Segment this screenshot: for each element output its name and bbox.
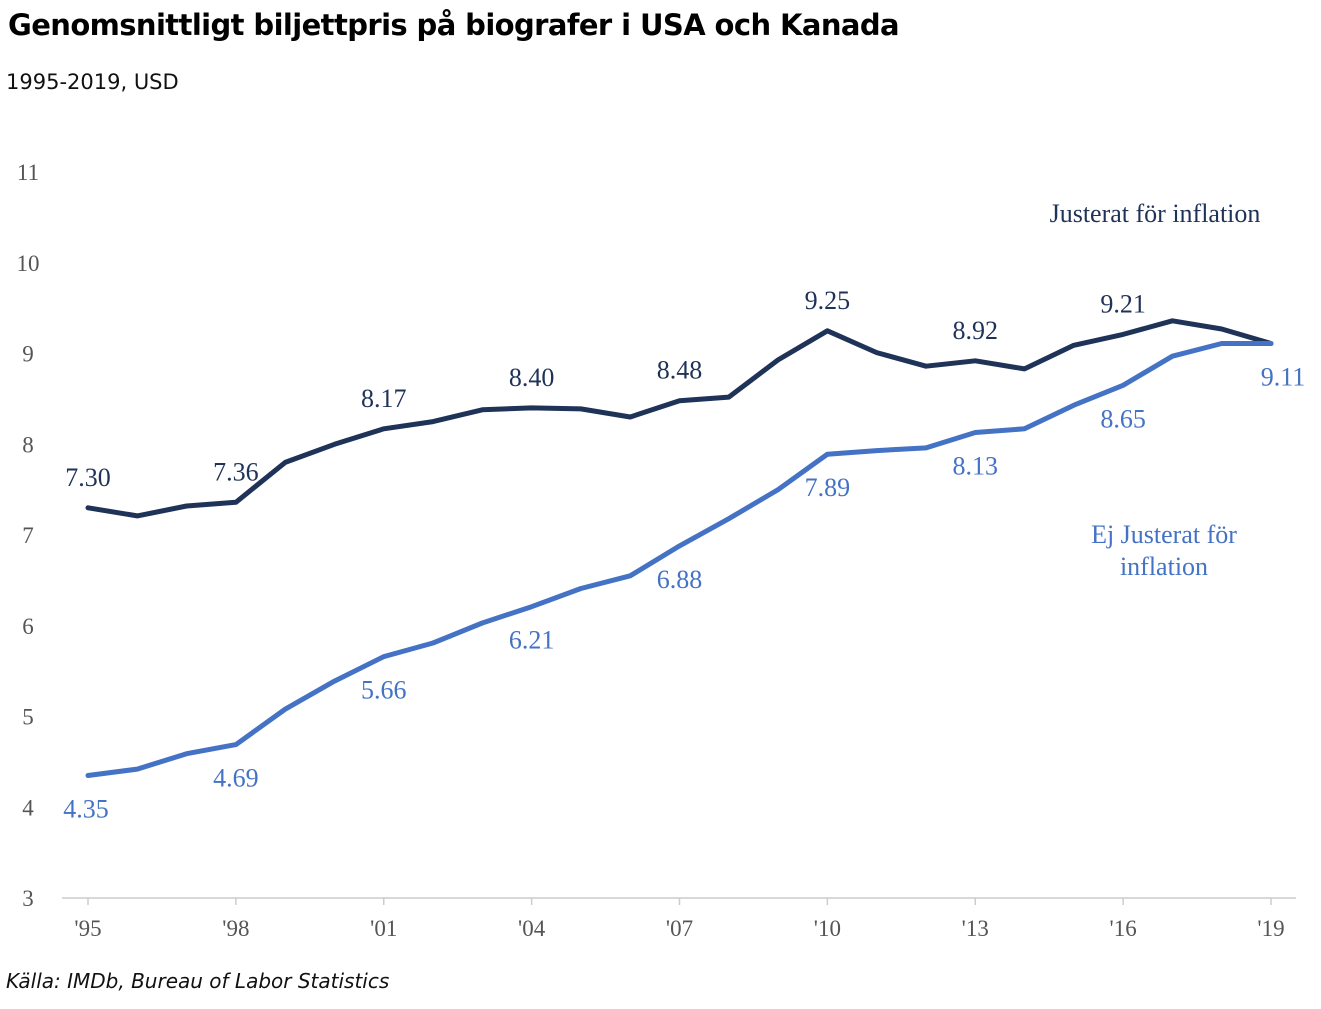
y-tick-label: 5 (22, 705, 34, 730)
x-tick-label: '04 (518, 916, 546, 941)
y-tick-label: 6 (22, 614, 34, 639)
x-tick-label: '19 (1257, 916, 1284, 941)
x-tick-label: '10 (814, 916, 841, 941)
y-tick-label: 11 (17, 160, 39, 185)
series-line-adjusted (85, 318, 1274, 519)
series-name-unadjusted: Ej Justerat för inflation (1091, 520, 1237, 581)
y-tick-label: 9 (22, 342, 34, 367)
data-label-unadjusted: 5.66 (361, 676, 407, 705)
series-layer (85, 318, 1274, 778)
chart-subtitle: 1995-2019, USD (6, 70, 179, 94)
x-tick-label: '07 (666, 916, 693, 941)
data-label-unadjusted: 8.65 (1100, 404, 1146, 433)
series-name-line: inflation (1120, 552, 1208, 581)
y-tick-label: 7 (22, 523, 34, 548)
x-tick-label: '13 (962, 916, 989, 941)
y-tick-label: 10 (17, 251, 40, 276)
data-label-unadjusted: 6.21 (509, 626, 555, 655)
data-label-unadjusted: 4.35 (63, 794, 109, 823)
series-line-unadjusted (85, 341, 1274, 778)
data-label-adjusted: 7.30 (65, 463, 111, 492)
data-label-adjusted: 8.92 (953, 316, 999, 345)
data-label-adjusted: 9.21 (1100, 289, 1146, 318)
data-label-adjusted: 8.17 (361, 384, 407, 413)
data-label-unadjusted: 9.11 (1261, 363, 1306, 392)
x-tick-label: '16 (1110, 916, 1137, 941)
data-label-adjusted: 8.40 (509, 363, 555, 392)
data-label-adjusted: 8.48 (657, 356, 703, 385)
series-name-line: Justerat för inflation (1050, 199, 1261, 228)
data-label-unadjusted: 4.69 (213, 764, 259, 793)
chart-title: Genomsnittligt biljettpris på biografer … (8, 8, 900, 42)
data-label-unadjusted: 7.89 (805, 473, 851, 502)
data-label-unadjusted: 8.13 (953, 451, 999, 480)
x-tick-label: '98 (222, 916, 249, 941)
x-tick-label: '95 (74, 916, 101, 941)
data-label-unadjusted: 6.88 (657, 565, 703, 594)
y-tick-label: 8 (22, 432, 34, 457)
data-label-adjusted: 7.36 (213, 457, 259, 486)
x-tick-label: '01 (370, 916, 397, 941)
y-tick-label: 4 (22, 795, 34, 820)
y-tick-label: 3 (22, 886, 34, 911)
label-layer: 7.30 7.36 8.17 8.40 8.48 9.25 8.92 9.21 4.35 4.69… (63, 199, 1305, 823)
source-note: Källa: IMDb, Bureau of Labor Statistics (6, 969, 390, 993)
series-name-adjusted: Justerat för inflation (1050, 199, 1261, 228)
data-label-adjusted: 9.25 (805, 286, 851, 315)
axis-layer: 3 4 5 6 7 8 9 10 11 '95 '98 '01 '04 '07 '10 '13 '16 '19 (17, 160, 1296, 941)
series-name-line: Ej Justerat för (1091, 520, 1237, 549)
